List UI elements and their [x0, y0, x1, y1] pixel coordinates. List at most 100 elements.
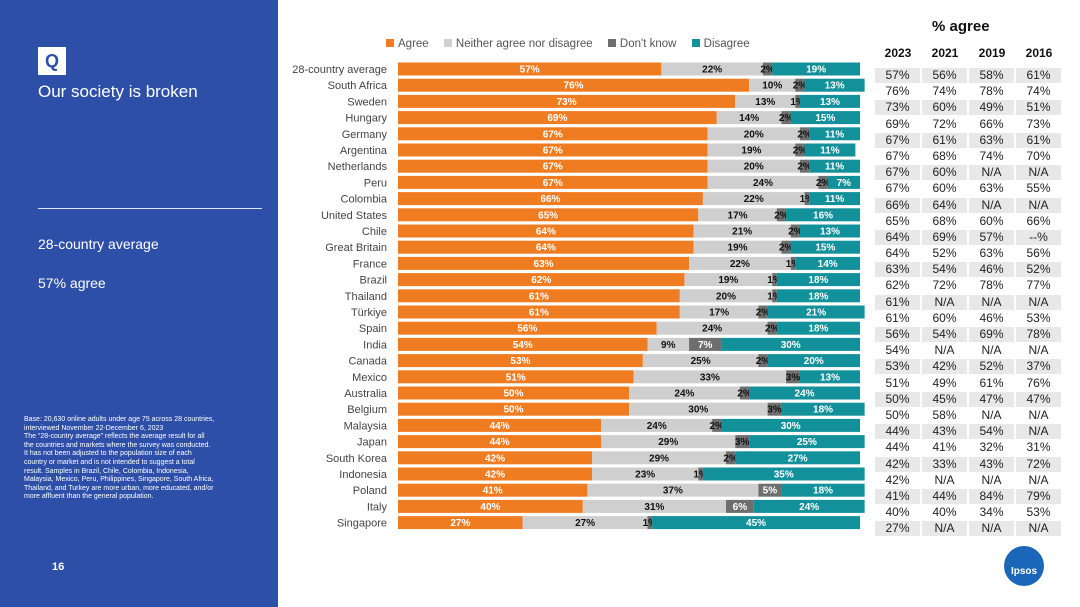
bar-label-disagree: 11%	[825, 162, 845, 173]
table-cell: N/A	[969, 197, 1014, 213]
bar-neither	[633, 370, 787, 384]
bar-agree	[398, 289, 680, 303]
bar-label-agree: 64%	[536, 227, 556, 238]
legend-label: Neither agree nor disagree	[455, 38, 593, 50]
footnote-line: Malaysia, Mexico, Peru, Philippines, Sin…	[24, 476, 214, 484]
table-cell: 55%	[1026, 181, 1051, 196]
bar-dont-know	[762, 62, 773, 76]
bar-label-dont-know: 2%	[760, 65, 775, 76]
bar-label-disagree: 13%	[820, 372, 840, 383]
bar-label-agree: 42%	[485, 453, 505, 464]
table-cell: 63%	[969, 132, 1014, 148]
table-cell: 54%	[922, 327, 967, 342]
bar-agree	[398, 273, 685, 287]
bar-label-dont-know: 1%	[800, 194, 815, 205]
bar-disagree	[809, 192, 860, 206]
bar-label-dont-know: 2%	[756, 356, 771, 367]
table-cell: N/A	[1016, 165, 1061, 181]
table-row: 57% 56% 58% 61%	[875, 68, 1065, 84]
table-cell: N/A	[981, 407, 1002, 422]
bar-label-agree: 61%	[529, 291, 549, 302]
bar-label-dont-know: 1%	[693, 470, 708, 481]
bar-label-agree: 51%	[506, 372, 526, 383]
table-row: 63% 54% 46% 52%	[875, 262, 1065, 278]
bar-neither	[656, 321, 768, 335]
bar-label-neither: 22%	[702, 65, 722, 76]
bar-neither	[679, 305, 759, 319]
legend-swatch	[607, 39, 616, 47]
category-label: India	[363, 339, 388, 351]
bar-agree	[398, 62, 662, 76]
legend-item-disagree: Disagree	[691, 38, 750, 50]
table-cell: 50%	[875, 391, 920, 407]
bar-label-disagree: 25%	[797, 437, 817, 448]
table-row: 67% 60% N/A N/A	[875, 165, 1065, 181]
bar-dont-know	[799, 127, 810, 141]
table-cell: 63%	[875, 262, 920, 278]
bar-label-disagree: 35%	[774, 470, 794, 481]
agree-trend-table: 57% 56% 58% 61% 76% 74% 78% 74% 73% 60% 49% 51% 69% 7…	[875, 68, 1065, 537]
table-row: 53% 42% 52% 37%	[875, 359, 1065, 375]
bar-label-neither: 10%	[762, 81, 782, 92]
category-label: South Africa	[328, 80, 388, 92]
bar-dont-know	[795, 143, 805, 157]
bar-label-dont-know: 3%	[735, 437, 750, 448]
bar-label-disagree: 18%	[808, 324, 828, 335]
bar-neither	[642, 354, 759, 368]
bar-disagree	[827, 175, 860, 189]
table-cell: 61%	[885, 310, 910, 325]
bar-label-agree: 62%	[531, 275, 551, 286]
bar-label-neither: 19%	[728, 243, 748, 254]
bar-disagree	[804, 143, 856, 157]
left-panel: Q Our society is broken 28-country avera…	[0, 0, 278, 607]
bar-disagree	[735, 451, 860, 465]
table-cell: 67%	[885, 181, 910, 196]
year-header-cell: 2021	[931, 46, 959, 60]
table-cell: 61%	[1016, 132, 1061, 148]
bar-label-agree: 64%	[536, 243, 556, 254]
bar-disagree	[799, 94, 860, 108]
bar-agree	[398, 451, 593, 465]
bar-label-disagree: 18%	[813, 486, 833, 497]
bar-neither	[689, 256, 791, 270]
table-cell: 43%	[922, 424, 967, 440]
bar-label-agree: 61%	[529, 308, 549, 319]
table-cell: 54%	[922, 262, 967, 278]
ipsos-logo: Ipsos	[1004, 546, 1044, 586]
bar-label-disagree: 30%	[781, 340, 801, 351]
bar-label-disagree: 14%	[818, 259, 838, 270]
bar-neither	[702, 192, 805, 206]
category-label: Sweden	[347, 96, 387, 108]
bar-label-dont-know: 7%	[698, 340, 713, 351]
table-cell: 54%	[969, 424, 1014, 440]
footnote-line: interviewed November 22-December 6, 2023	[24, 424, 164, 432]
bar-label-neither: 9%	[661, 340, 676, 351]
bar-disagree	[799, 224, 860, 238]
bar-dont-know	[698, 467, 703, 481]
table-row: 69% 72% 66% 73%	[875, 117, 1065, 133]
table-cell: 79%	[1016, 488, 1061, 504]
bar-label-neither: 37%	[663, 486, 683, 497]
bar-label-dont-know: 2%	[756, 308, 771, 319]
table-row: 73% 60% 49% 51%	[875, 100, 1065, 116]
table-row: 65% 68% 60% 66%	[875, 214, 1065, 230]
bar-label-neither: 14%	[739, 113, 759, 124]
bar-dont-know	[712, 418, 722, 432]
bar-agree	[398, 224, 694, 238]
bar-label-agree: 53%	[510, 356, 530, 367]
table-cell: N/A	[1016, 424, 1061, 440]
table-cell: 34%	[979, 505, 1004, 520]
bar-agree	[398, 499, 583, 513]
bar-disagree	[776, 321, 860, 335]
table-cell: 84%	[969, 488, 1014, 504]
bar-label-agree: 73%	[557, 97, 577, 108]
bar-label-agree: 44%	[490, 437, 510, 448]
table-row: 56% 54% 69% 78%	[875, 327, 1065, 343]
bar-label-dont-know: 2%	[710, 421, 725, 432]
bar-neither	[707, 175, 819, 189]
bar-label-agree: 42%	[485, 470, 505, 481]
bar-dont-know	[726, 499, 754, 513]
bar-dont-know	[790, 256, 796, 270]
bar-agree	[398, 483, 588, 497]
bar-label-disagree: 21%	[806, 308, 826, 319]
